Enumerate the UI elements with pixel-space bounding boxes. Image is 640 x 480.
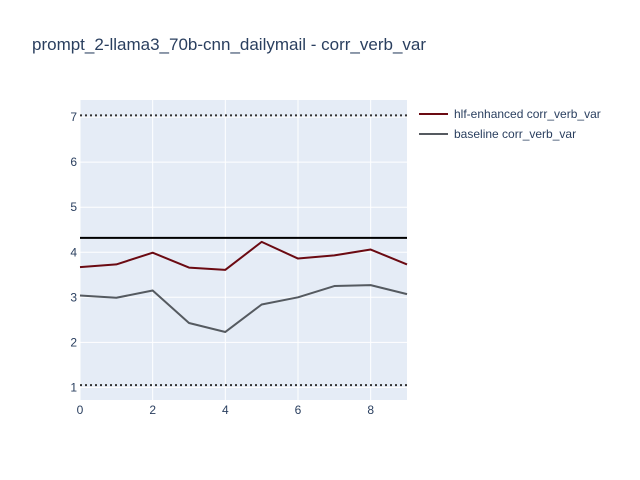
y-tick-label: 5	[70, 200, 77, 214]
x-tick-label: 4	[222, 403, 229, 417]
series	[79, 240, 408, 333]
x-tick-label: 2	[149, 403, 156, 417]
y-tick-label: 6	[70, 155, 77, 169]
y-tick-label: 1	[70, 380, 77, 394]
chart-title: prompt_2-llama3_70b-cnn_dailymail - corr…	[32, 35, 426, 54]
x-tick-label: 6	[295, 403, 302, 417]
y-tick-label: 4	[70, 245, 77, 259]
legend-item[interactable]: baseline corr_verb_var	[419, 127, 576, 141]
series-line-hlf-enhanced	[79, 240, 408, 271]
reference-lines	[80, 114, 407, 387]
series-line-baseline	[79, 284, 408, 333]
grid	[79, 100, 407, 400]
legend-label: hlf-enhanced corr_verb_var	[454, 107, 601, 121]
y-tick-label: 3	[70, 290, 77, 304]
y-tick-label: 7	[70, 110, 77, 124]
legend-item[interactable]: hlf-enhanced corr_verb_var	[419, 107, 601, 121]
x-tick-label: 8	[367, 403, 374, 417]
x-axis-ticks: 0 2 4 6 8	[77, 403, 375, 417]
y-axis-ticks: 1 2 3 4 5 6 7	[70, 110, 77, 394]
plot-area	[80, 100, 407, 400]
legend[interactable]: hlf-enhanced corr_verb_var baseline corr_…	[419, 107, 601, 141]
y-tick-label: 2	[70, 335, 77, 349]
legend-label: baseline corr_verb_var	[454, 127, 576, 141]
x-tick-label: 0	[77, 403, 84, 417]
